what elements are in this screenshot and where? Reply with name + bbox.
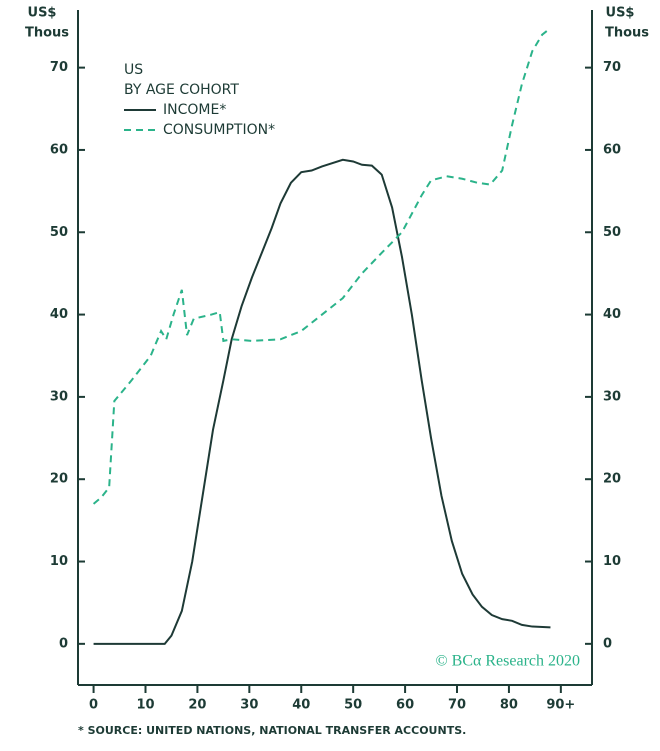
y2-tick-label: 0 xyxy=(603,636,612,651)
y2-tick-label: 20 xyxy=(603,472,621,487)
y2-tick-label: 50 xyxy=(603,225,621,240)
y2-axis-label: US$ xyxy=(606,6,635,21)
x-tick-label: 20 xyxy=(188,698,206,713)
y-tick-label: 20 xyxy=(50,472,68,487)
x-tick-label: 80 xyxy=(500,698,518,713)
x-tick-label: 90+ xyxy=(546,698,575,713)
y2-tick-label: 60 xyxy=(603,142,621,157)
y-tick-label: 70 xyxy=(50,60,68,75)
legend-label: CONSUMPTION* xyxy=(163,122,275,138)
y2-tick-label: 70 xyxy=(603,60,621,75)
x-tick-label: 60 xyxy=(396,698,414,713)
legend-title: US xyxy=(124,62,143,78)
y-tick-label: 40 xyxy=(50,307,68,322)
y-axis-label: Thous xyxy=(25,26,69,41)
line xyxy=(92,27,552,505)
y-tick-label: 30 xyxy=(50,389,68,404)
y2-tick-label: 40 xyxy=(603,307,621,322)
y-tick-label: 50 xyxy=(50,225,68,240)
x-tick-label: 40 xyxy=(292,698,310,713)
line xyxy=(93,158,551,645)
y-tick-label: 60 xyxy=(50,142,68,157)
y-tick-label: 10 xyxy=(50,554,68,569)
legend-label: INCOME* xyxy=(163,102,226,118)
x-tick-label: 0 xyxy=(89,698,98,713)
footnote: * SOURCE: UNITED NATIONS, NATIONAL TRANS… xyxy=(78,724,466,737)
legend-title: BY AGE COHORT xyxy=(124,82,239,98)
watermark: © BCα Research 2020 xyxy=(435,653,580,670)
x-tick-label: 10 xyxy=(136,698,154,713)
y-tick-label: 0 xyxy=(59,636,68,651)
x-tick-label: 70 xyxy=(448,698,466,713)
y2-tick-label: 30 xyxy=(603,389,621,404)
y2-tick-label: 10 xyxy=(603,554,621,569)
x-tick-label: 50 xyxy=(344,698,362,713)
x-tick-label: 30 xyxy=(240,698,258,713)
y-axis-label: US$ xyxy=(28,6,57,21)
y2-axis-label: Thous xyxy=(605,26,649,41)
